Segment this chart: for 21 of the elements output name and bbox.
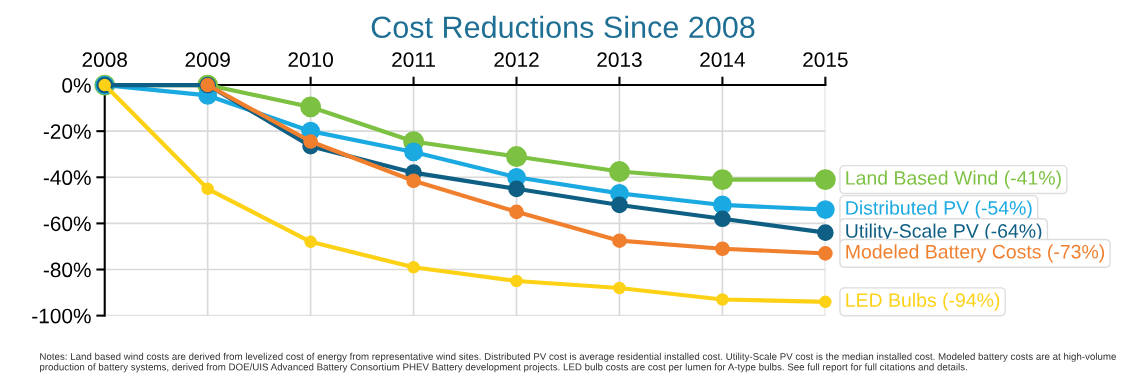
x-tick-label: 2010	[288, 52, 333, 68]
series-label: Utility-Scale PV (-64%)	[846, 223, 1042, 242]
y-tick-label: -80%	[43, 262, 91, 278]
x-tick-label: 2008	[82, 52, 127, 68]
x-tick-label: 2011	[392, 52, 435, 68]
x-tick-label: 2009	[185, 52, 230, 68]
x-tick-label: 2015	[803, 52, 848, 68]
series-label: Modeled Battery Costs (-73%)	[846, 244, 1105, 263]
x-tick-label: 2012	[494, 52, 539, 68]
series-label: LED Bulbs (-94%)	[846, 292, 1000, 311]
y-tick-label: -40%	[43, 170, 91, 186]
text: Notes: Land based wind costs are derived from levelized cost of energy from representative wind sites. Distributed PV cost is average residential installed cost. Utility-Scale PV cost is the median installed cost. Modeled battery costs are at high-volume production of battery systems, derived from DOE/UIS Advanced Battery Consortium PHEV Battery development projects. LED bulb costs are cost per lumen for A-type bulbs. See full report for full citations and details.	[40, 352, 1116, 373]
x-tick-label: 2013	[597, 52, 642, 68]
series-label: Land Based Wind (-41%)	[846, 170, 1061, 189]
y-tick-label: 0%	[62, 78, 91, 93]
series-label: Distributed PV (-54%)	[846, 200, 1032, 219]
chart-title: Cost Reductions Since 2008	[371, 15, 755, 39]
y-tick-label: -60%	[43, 216, 91, 232]
x-tick-label: 2014	[700, 52, 745, 68]
y-tick-label: -20%	[43, 124, 91, 139]
y-tick-label: -100%	[32, 308, 91, 324]
